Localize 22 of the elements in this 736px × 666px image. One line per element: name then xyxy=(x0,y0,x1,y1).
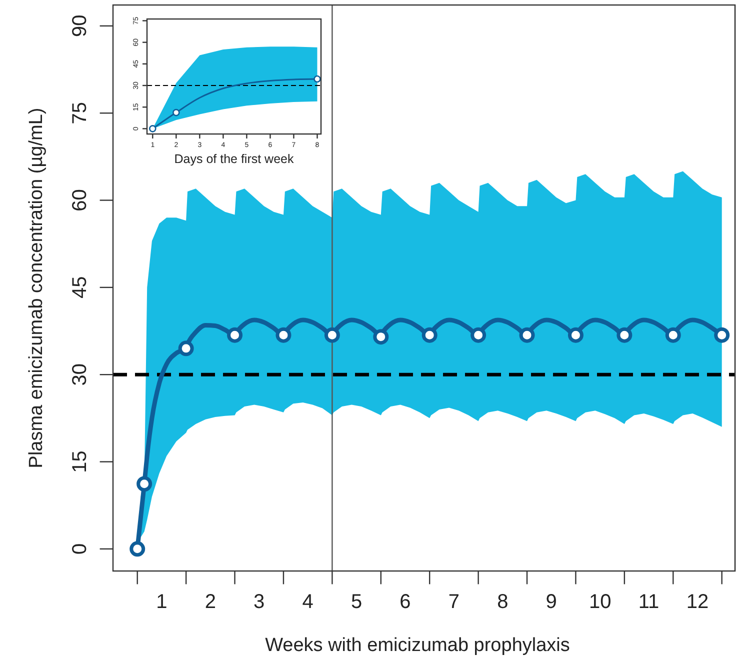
x-tick-label: 4 xyxy=(302,591,314,613)
y-tick-label: 90 xyxy=(69,14,91,38)
x-tick-label: 7 xyxy=(448,591,460,613)
x-tick-label: 11 xyxy=(638,591,660,613)
x-tick-label: 5 xyxy=(350,591,362,613)
x-tick-label: 10 xyxy=(588,591,612,613)
y-tick-label: 30 xyxy=(69,363,91,386)
x-tick-label: 6 xyxy=(400,591,411,613)
y-tick-label: 0 xyxy=(69,543,91,554)
x-tick-label: 12 xyxy=(686,591,709,613)
x-tick-label: 2 xyxy=(204,591,216,613)
y-tick-label: 75 xyxy=(69,102,91,124)
y-tick-label: 15 xyxy=(69,450,91,473)
x-axis-title: Weeks with emicizumab prophylaxis xyxy=(265,635,570,656)
x-tick-label: 1 xyxy=(156,591,168,613)
y-tick-label: 60 xyxy=(69,189,91,212)
x-tick-label: 9 xyxy=(546,591,557,613)
x-tick-label: 8 xyxy=(497,591,508,613)
x-axis-title: Days of the first week xyxy=(174,152,294,166)
y-tick-label: 45 xyxy=(69,276,91,299)
x-tick-label: 3 xyxy=(254,591,265,613)
y-axis-title: Plasma emicizumab concentration (µg/mL) xyxy=(26,108,47,468)
